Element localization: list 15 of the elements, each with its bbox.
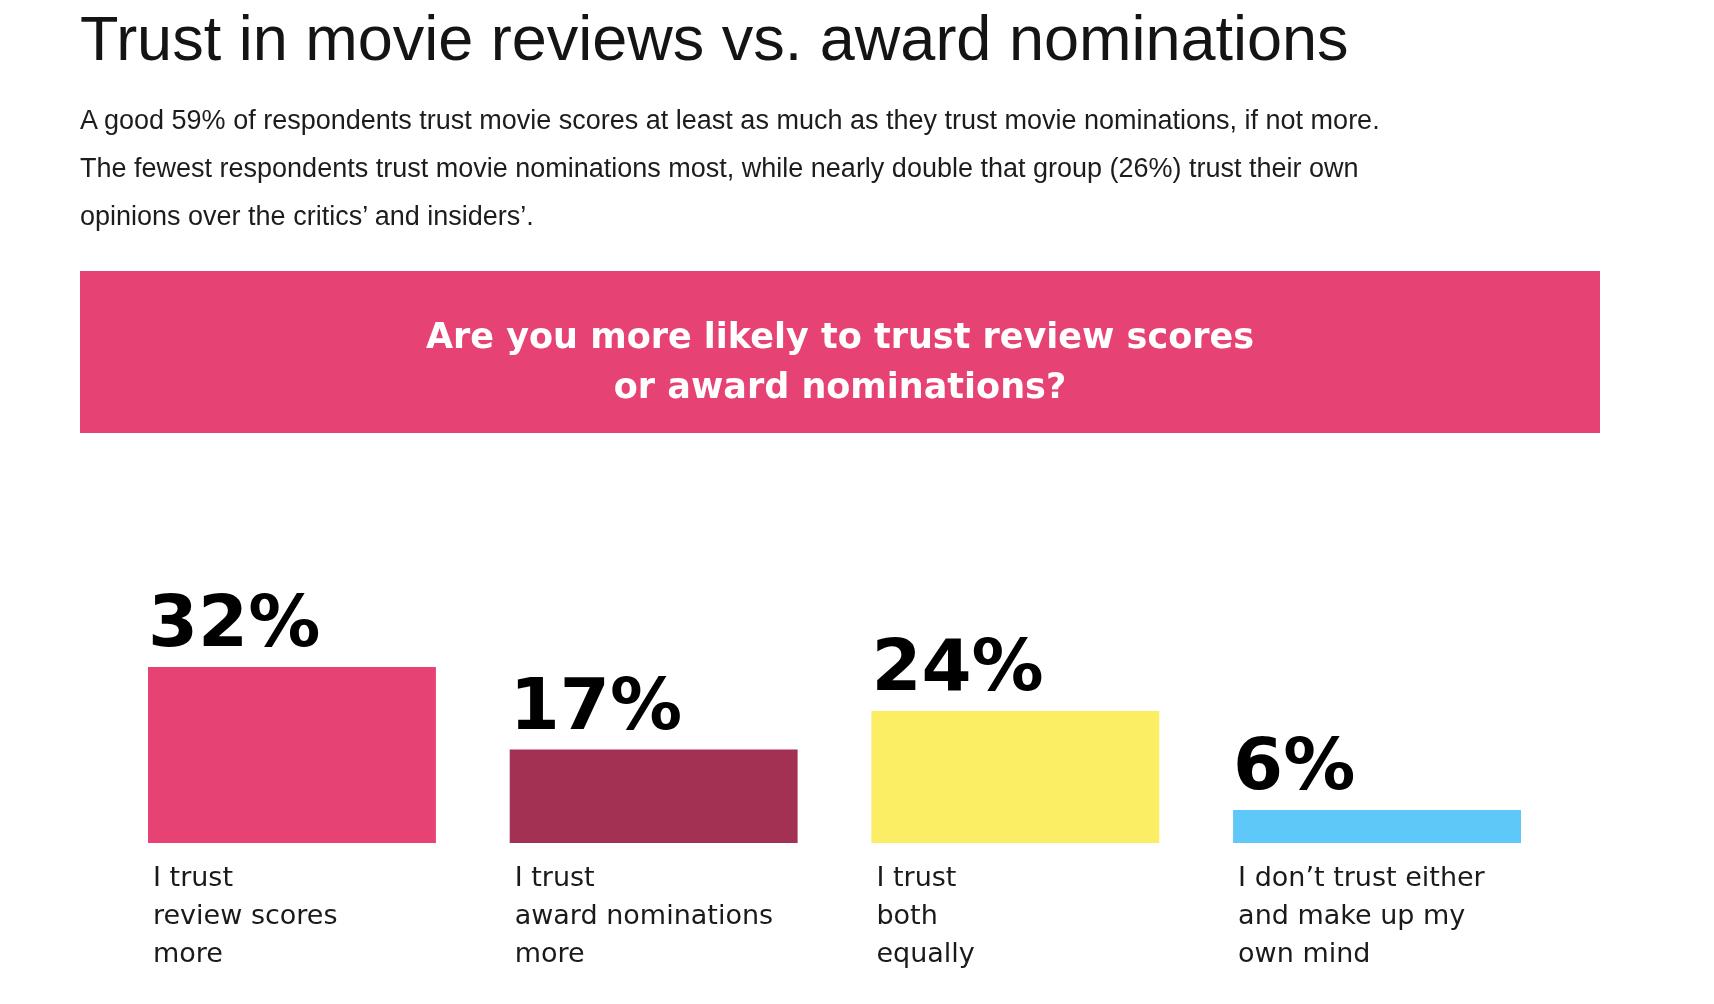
bar	[871, 711, 1160, 843]
bar	[1233, 810, 1521, 843]
data-label: 32%	[148, 579, 321, 663]
data-label: 6%	[1233, 722, 1356, 806]
x-tick-label: I trust review scores more	[153, 861, 338, 968]
data-label: 24%	[871, 623, 1044, 707]
x-tick-label: I don’t trust either and make up my own mind	[1238, 861, 1486, 968]
chart-title: Trust in movie reviews vs. award nominations	[80, 3, 1349, 73]
bar	[148, 667, 436, 843]
chart-subtitle: A good 59% of respondents trust movie scores at least as much as they trust movie nominations, if not more. The fewest respondents trust movie nominations most, while nearly double that group (26%) trust their own opinions over the critics’ and insiders’.	[80, 105, 1380, 231]
bar	[509, 749, 798, 843]
x-tick-label: I trust award nominations more	[514, 861, 774, 968]
text: Are you more likely to trust review scores or award nominations?	[425, 316, 1255, 406]
x-tick-label: I trust both equally	[876, 861, 975, 968]
data-label: 17%	[509, 661, 683, 746]
